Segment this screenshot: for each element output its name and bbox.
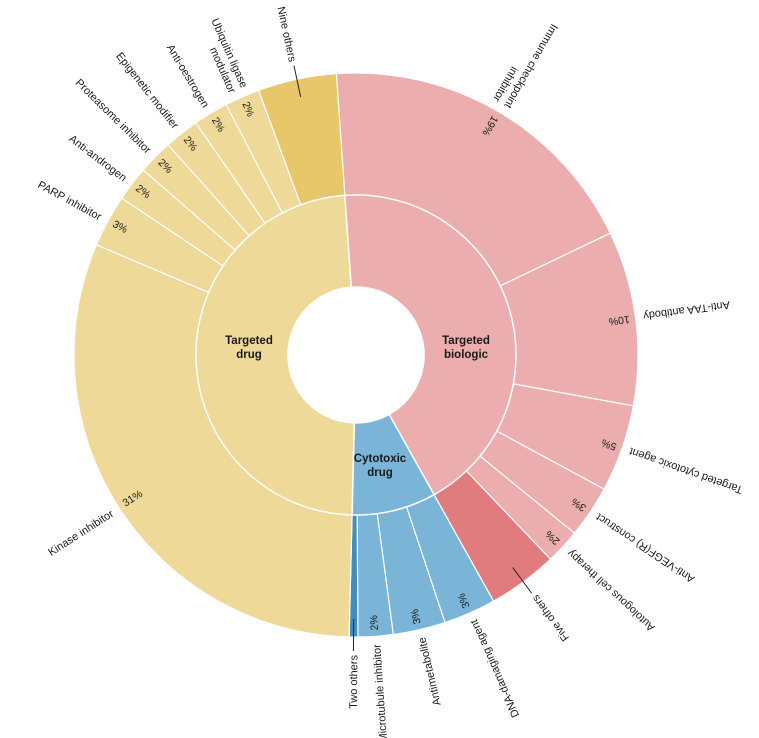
inner-segment-cytotoxic-drug (351, 413, 436, 516)
percent-label: 3% (456, 591, 473, 610)
percent-label: 5% (600, 436, 618, 452)
inner-label: Targeted drug (225, 335, 273, 361)
percent-label: 2% (368, 615, 381, 631)
outer-ring (73, 72, 639, 638)
category-label: Five others (530, 592, 572, 643)
inner-segment-targeted-drug (195, 194, 356, 516)
leader-line (512, 567, 533, 594)
category-label: Targeted cytotoxic agent (628, 445, 744, 496)
category-label: Kinase inhibitor (46, 508, 116, 559)
inner-ring (195, 194, 517, 516)
leader-line (293, 65, 302, 97)
category-label: DNA-damaging agent (468, 618, 522, 720)
category-label: Ubiquitin ligasemodulator (197, 17, 250, 96)
category-label: Anti-oestrogen (164, 43, 211, 111)
inner-label: Targeted biologic (442, 335, 490, 361)
percent-label: 10% (608, 313, 630, 328)
percent-label: 2% (239, 100, 256, 119)
category-label: Anti-VEGF(R) construct (594, 511, 697, 585)
category-label: Nine others (274, 6, 298, 64)
category-label: Immune checkpointinhibitor (490, 15, 560, 110)
inner-segment-targeted-biologic (344, 194, 517, 496)
percent-label: 3% (409, 608, 424, 625)
category-label: Antimetabolite (416, 636, 443, 707)
category-label: Two others (348, 654, 360, 708)
inner-label: Cytotoxic drug (354, 453, 407, 479)
category-label: Microtubule inhibitor (371, 643, 390, 738)
category-label: Anti-TAA antibody (642, 298, 731, 321)
category-label: Autologous cell therapy (565, 547, 657, 634)
category-label: Anti-androgen (66, 133, 128, 185)
category-label: PARP inhibitor (36, 179, 104, 223)
